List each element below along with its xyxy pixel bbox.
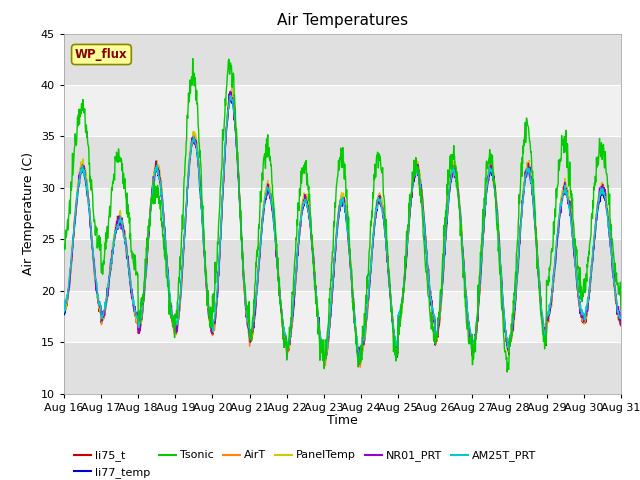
Bar (64, 342, 621, 394)
Bar (64, 136, 621, 188)
Bar (64, 240, 621, 291)
Bar (64, 85, 621, 136)
Bar (64, 34, 621, 85)
Text: WP_flux: WP_flux (75, 48, 128, 61)
Legend: li75_t, li77_temp, Tsonic, AirT, PanelTemp, NR01_PRT, AM25T_PRT: li75_t, li77_temp, Tsonic, AirT, PanelTe… (70, 446, 541, 480)
Bar (64, 291, 621, 342)
Title: Air Temperatures: Air Temperatures (277, 13, 408, 28)
Bar (64, 188, 621, 240)
Y-axis label: Air Temperature (C): Air Temperature (C) (22, 152, 35, 275)
X-axis label: Time: Time (327, 414, 358, 427)
